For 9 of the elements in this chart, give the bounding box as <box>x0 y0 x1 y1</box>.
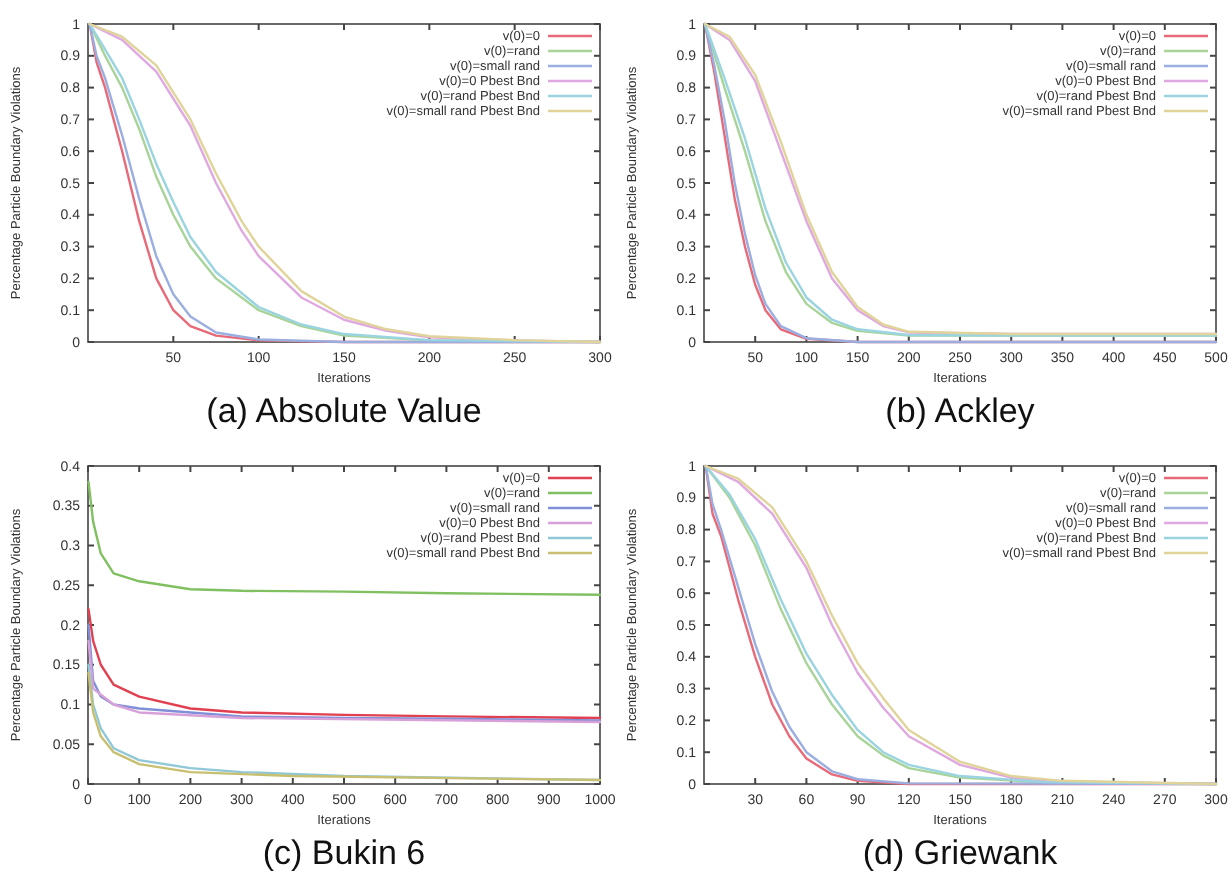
line-series <box>87 607 602 720</box>
line-series <box>88 22 602 344</box>
line-series <box>87 623 602 722</box>
text: (b) Ackley <box>885 392 1036 430</box>
line-series <box>87 639 602 724</box>
text: (a) Absolute Value <box>206 392 482 430</box>
line-series <box>704 464 1218 786</box>
text: (c) Bukin 6 <box>262 834 426 872</box>
text: (d) Griewank <box>862 834 1059 872</box>
